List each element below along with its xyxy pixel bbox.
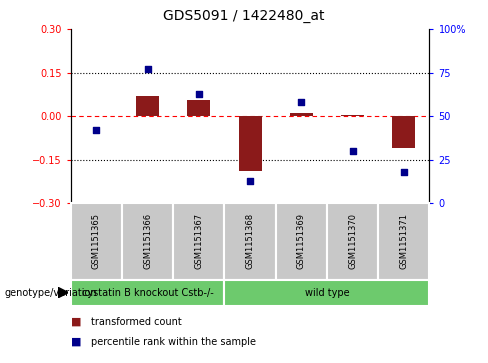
Bar xyxy=(341,115,364,116)
Point xyxy=(400,169,408,175)
Point xyxy=(195,91,203,97)
Text: cystatin B knockout Cstb-/-: cystatin B knockout Cstb-/- xyxy=(82,287,213,298)
Bar xyxy=(136,96,159,116)
Text: ■: ■ xyxy=(71,337,81,347)
Bar xyxy=(71,203,122,280)
Bar xyxy=(327,203,378,280)
Bar xyxy=(239,116,262,171)
Text: GSM1151371: GSM1151371 xyxy=(399,213,408,269)
Text: transformed count: transformed count xyxy=(91,317,182,327)
Bar xyxy=(378,203,429,280)
Bar xyxy=(276,203,327,280)
Bar xyxy=(224,203,276,280)
Point xyxy=(93,127,101,133)
Bar xyxy=(392,116,415,148)
Bar xyxy=(290,113,313,116)
Text: GSM1151370: GSM1151370 xyxy=(348,213,357,269)
Text: GSM1151365: GSM1151365 xyxy=(92,213,101,269)
Text: GSM1151369: GSM1151369 xyxy=(297,213,306,269)
Point xyxy=(298,99,305,105)
Text: wild type: wild type xyxy=(305,287,349,298)
Point xyxy=(144,66,152,72)
Bar xyxy=(224,280,429,306)
Text: GSM1151366: GSM1151366 xyxy=(143,213,152,269)
Text: genotype/variation: genotype/variation xyxy=(5,287,98,298)
Bar xyxy=(71,280,224,306)
Text: GDS5091 / 1422480_at: GDS5091 / 1422480_at xyxy=(163,9,325,23)
Bar xyxy=(122,203,173,280)
Text: GSM1151368: GSM1151368 xyxy=(245,213,255,269)
Point xyxy=(349,148,357,154)
Text: GSM1151367: GSM1151367 xyxy=(194,213,203,269)
Bar xyxy=(187,100,210,116)
Bar xyxy=(173,203,224,280)
Text: ■: ■ xyxy=(71,317,81,327)
Text: percentile rank within the sample: percentile rank within the sample xyxy=(91,337,256,347)
Point xyxy=(246,178,254,184)
Polygon shape xyxy=(58,287,68,298)
